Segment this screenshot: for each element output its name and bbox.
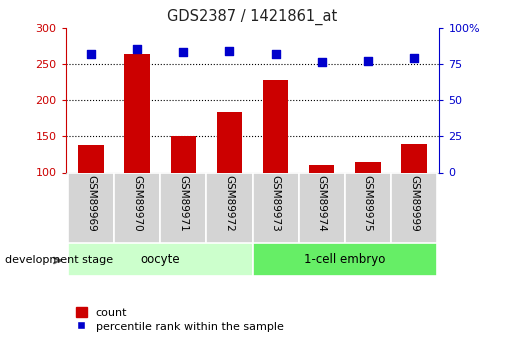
Text: 1-cell embryo: 1-cell embryo [304,253,385,266]
Bar [252,243,437,276]
Text: GSM89970: GSM89970 [132,175,142,231]
Bar [68,172,114,243]
Text: GSM89975: GSM89975 [363,175,373,231]
Text: development stage: development stage [5,256,113,265]
Bar [401,144,427,245]
Legend: count, percentile rank within the sample: count, percentile rank within the sample [71,303,288,336]
Text: GSM89973: GSM89973 [271,175,281,231]
Bar [298,172,345,243]
Point [133,47,141,52]
Point [410,55,418,61]
Point [272,51,280,57]
Bar [124,55,150,245]
Text: GSM89971: GSM89971 [178,175,188,231]
Bar [263,80,288,245]
Text: GSM89972: GSM89972 [224,175,234,231]
Bar [171,136,196,245]
Text: GSM89999: GSM89999 [409,175,419,231]
Bar [114,172,160,243]
Bar [78,145,104,245]
Bar [309,165,334,245]
Bar [345,172,391,243]
Text: oocyte: oocyte [140,253,180,266]
Point [179,49,187,55]
Bar [355,161,381,245]
Bar [252,172,298,243]
Point [225,48,233,53]
Bar [217,112,242,245]
Bar [207,172,252,243]
Text: GSM89969: GSM89969 [86,175,96,231]
Bar [160,172,207,243]
Title: GDS2387 / 1421861_at: GDS2387 / 1421861_at [167,9,338,25]
Bar [391,172,437,243]
Bar [68,243,252,276]
Point [87,51,95,57]
Point [364,58,372,64]
Text: GSM89974: GSM89974 [317,175,327,231]
Point [318,60,326,65]
